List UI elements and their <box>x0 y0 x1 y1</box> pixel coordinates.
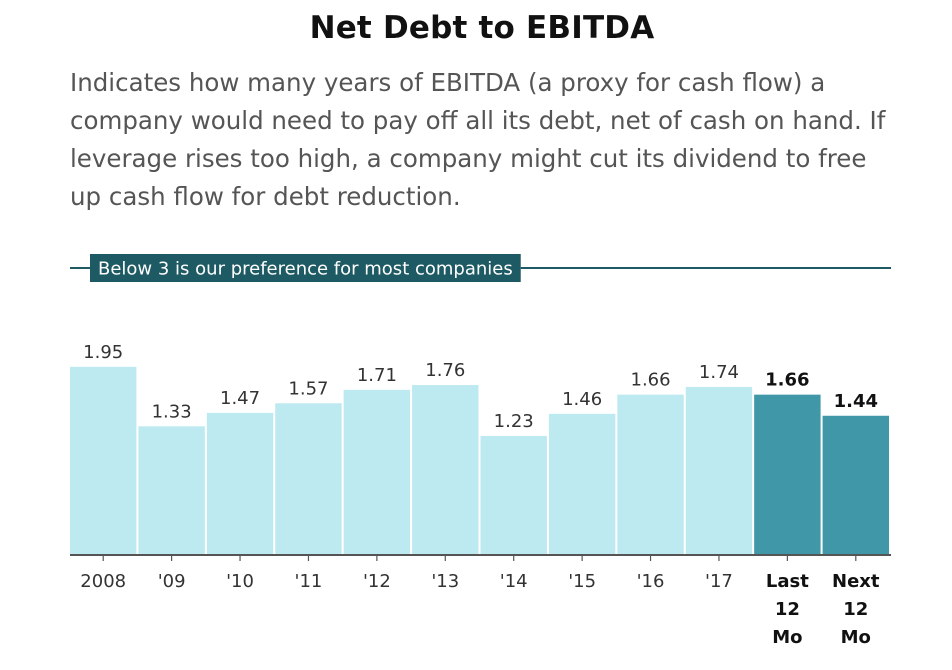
category-label-1-line-0: '09 <box>158 571 186 592</box>
category-label-5: '13 <box>431 571 459 592</box>
category-label-1: '09 <box>158 571 186 592</box>
category-label-10-line-0: Last <box>766 571 809 592</box>
category-label-5-line-0: '13 <box>431 571 459 592</box>
bar-1 <box>138 426 205 554</box>
bar-8 <box>617 394 684 554</box>
reference-line-group: Below 3 is our preference for most compa… <box>70 254 891 282</box>
value-label-3: 1.57 <box>288 378 328 399</box>
category-label-11-line-1: 12 <box>843 599 868 620</box>
category-label-8-line-0: '16 <box>637 571 665 592</box>
bar-9 <box>685 386 753 554</box>
bar-5 <box>412 385 479 554</box>
category-label-11-line-0: Next <box>832 571 880 592</box>
reference-label: Below 3 is our preference for most compa… <box>98 259 513 280</box>
category-label-11-line-2: Mo <box>841 627 871 648</box>
bar-10 <box>754 394 821 554</box>
bar-0 <box>70 366 137 554</box>
bar-3 <box>275 403 342 554</box>
category-label-6: '14 <box>500 571 528 592</box>
bar-4 <box>343 389 411 554</box>
value-label-9: 1.74 <box>699 362 739 383</box>
category-label-11: Next 12 Mo <box>832 571 880 648</box>
value-label-6: 1.23 <box>494 411 534 432</box>
category-label-3: '11 <box>295 571 323 592</box>
category-label-2: '10 <box>226 571 254 592</box>
category-label-7-line-0: '15 <box>568 571 596 592</box>
category-label-0: 2008 <box>80 571 126 592</box>
reference-label-background <box>90 254 521 282</box>
category-label-3-line-0: '11 <box>295 571 323 592</box>
value-label-0: 1.95 <box>83 342 123 363</box>
category-label-8: '16 <box>637 571 665 592</box>
category-label-2-line-0: '10 <box>226 571 254 592</box>
bar-6 <box>480 435 547 554</box>
value-label-1: 1.33 <box>152 401 192 422</box>
category-label-9-line-0: '17 <box>705 571 733 592</box>
category-label-4: '12 <box>363 571 391 592</box>
value-labels-group: 1.95 1.33 1.47 1.57 1.71 1.76 1.23 1.46 1.66 1.74… <box>83 342 878 432</box>
chart-title: Net Debt to EBITDA <box>309 10 655 46</box>
bar-7 <box>548 413 616 554</box>
category-labels-group: 2008'09'10'11'12'13'14'15'16'17 Last 12 MoN… <box>80 554 880 648</box>
value-label-4: 1.71 <box>357 365 397 386</box>
value-label-7: 1.46 <box>562 389 602 410</box>
category-label-10-line-1: 12 <box>775 599 800 620</box>
bars-group <box>70 366 889 554</box>
value-label-10: 1.66 <box>765 370 809 391</box>
bar-2 <box>206 412 274 554</box>
category-label-10: Last 12 Mo <box>766 571 809 648</box>
category-label-7: '15 <box>568 571 596 592</box>
category-label-0-line-0: 2008 <box>80 571 126 592</box>
category-label-6-line-0: '14 <box>500 571 528 592</box>
bar-11 <box>822 415 889 554</box>
value-label-2: 1.47 <box>220 388 260 409</box>
chart-description: Indicates how many years of EBITDA (a pr… <box>70 68 886 211</box>
category-label-4-line-0: '12 <box>363 571 391 592</box>
value-label-5: 1.76 <box>425 360 465 381</box>
category-label-10-line-2: Mo <box>772 627 802 648</box>
value-label-11: 1.44 <box>834 391 878 412</box>
category-label-9: '17 <box>705 571 733 592</box>
value-label-8: 1.66 <box>631 370 671 391</box>
